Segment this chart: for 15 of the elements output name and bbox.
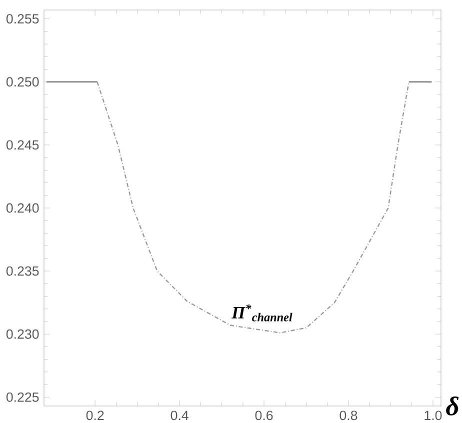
x-tick-label: 0.8 xyxy=(340,410,358,420)
y-tick-label: 0.245 xyxy=(6,140,39,150)
y-tick-label: 0.240 xyxy=(6,203,39,213)
x-tick-label: 0.2 xyxy=(86,410,104,420)
x-tick-label: 0.4 xyxy=(170,410,188,420)
y-tick-label: 0.255 xyxy=(6,14,39,24)
y-tick-label: 0.225 xyxy=(6,392,39,402)
x-tick-label: 0.6 xyxy=(255,410,273,420)
annotation: Π$^{*}$channel xyxy=(232,304,292,322)
y-tick-label: 0.250 xyxy=(6,77,39,87)
y-tick-label: 0.235 xyxy=(6,266,39,276)
x-axis-title: δ xyxy=(446,396,459,416)
y-tick-label: 0.230 xyxy=(6,329,39,339)
line-series xyxy=(96,81,410,334)
x-tick-label: 1.0 xyxy=(424,410,442,420)
